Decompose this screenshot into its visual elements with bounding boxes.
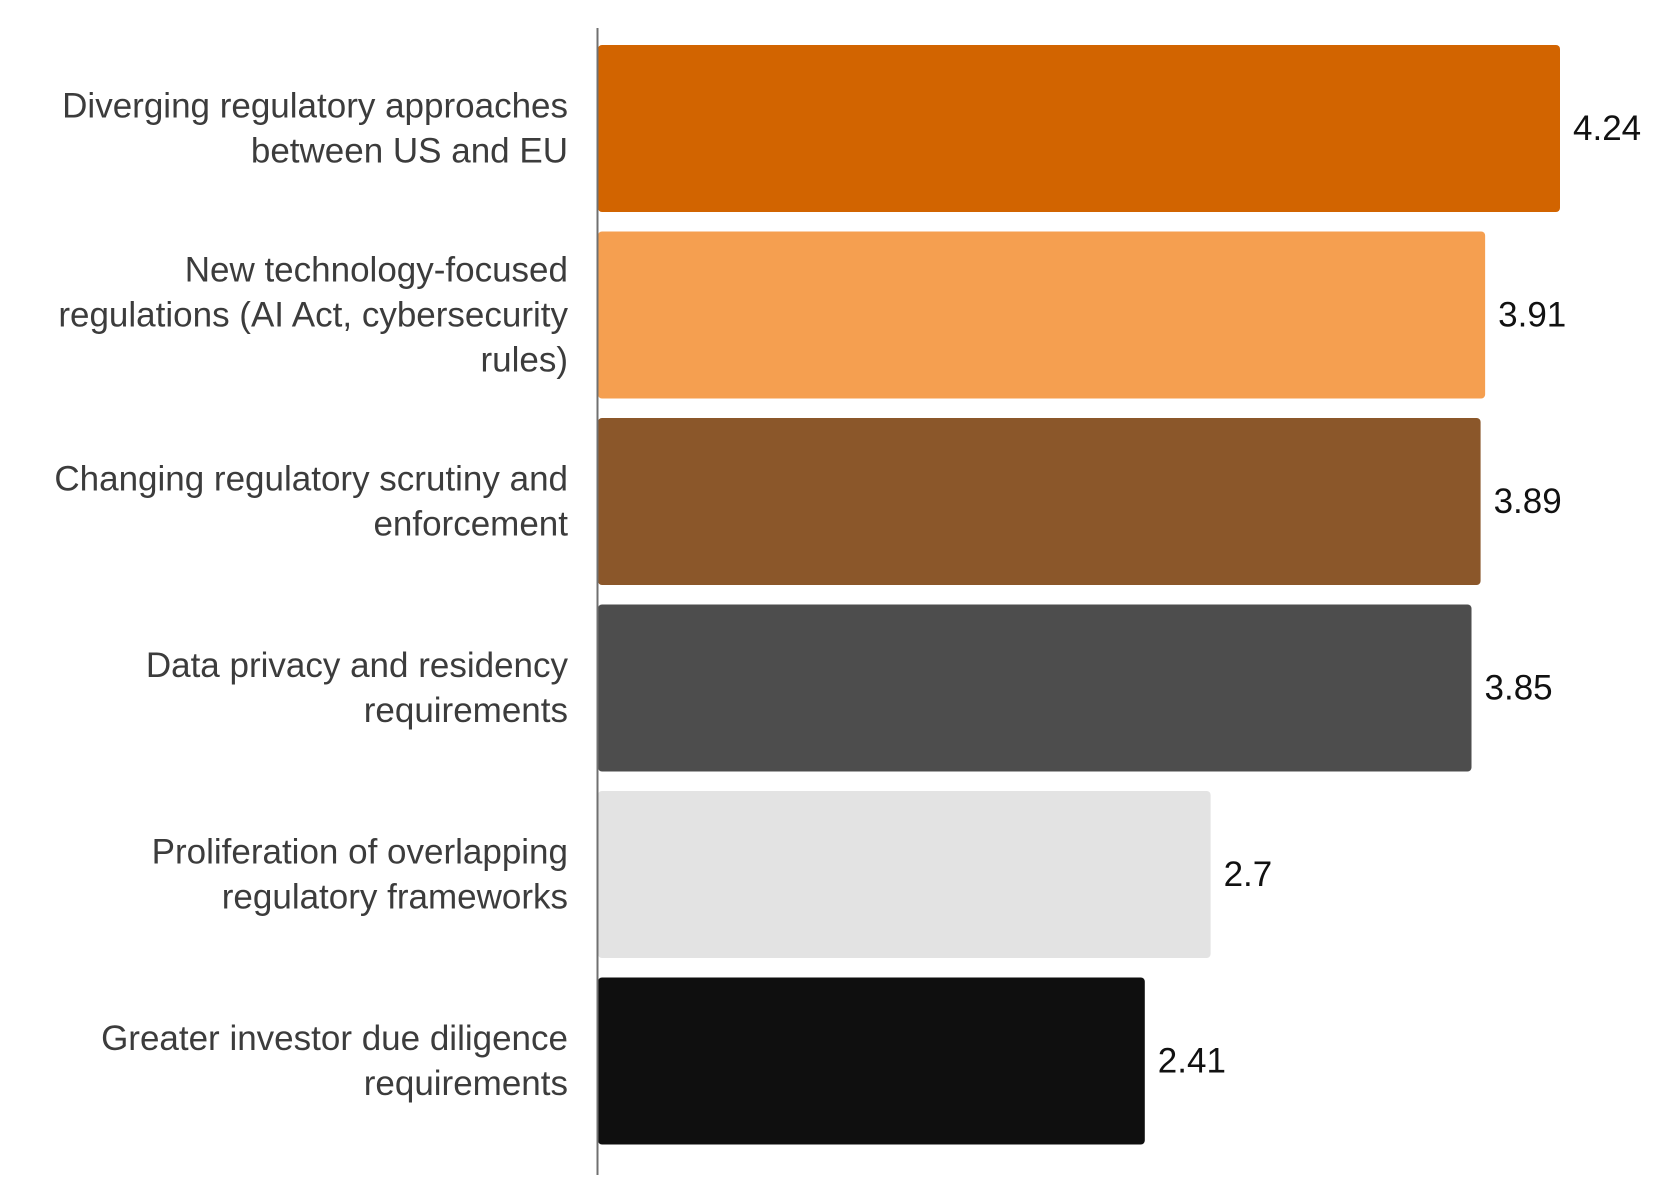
category-label-1: Diverging regulatory approaches between U… — [62, 87, 568, 171]
category-label-line: requirements — [364, 1064, 568, 1103]
category-label-5: Proliferation of overlapping regulatory f… — [152, 833, 568, 917]
bar-1 — [598, 45, 1560, 212]
value-label-3: 3.89 — [1494, 482, 1562, 521]
value-label-2: 3.91 — [1498, 296, 1566, 335]
category-label-line: requirements — [364, 691, 568, 730]
category-label-line: Data privacy and residency — [146, 646, 569, 685]
category-label-line: regulations (AI Act, cybersecurity — [58, 296, 568, 335]
bar-4 — [598, 604, 1472, 772]
category-label-line: Changing regulatory scrutiny and — [54, 460, 568, 499]
category-label-line: between US and EU — [251, 132, 568, 171]
category-label-6: Greater investor due diligence requiremen… — [101, 1019, 568, 1103]
value-label-6: 2.41 — [1158, 1042, 1226, 1081]
bar-6 — [598, 977, 1145, 1145]
category-label-line: regulatory frameworks — [222, 878, 568, 917]
bar-5 — [598, 791, 1211, 958]
value-label-4: 3.85 — [1485, 669, 1553, 708]
category-label-line: Greater investor due diligence — [101, 1019, 568, 1058]
category-label-line: enforcement — [373, 505, 568, 544]
category-label-line: Proliferation of overlapping — [152, 833, 568, 872]
value-label-5: 2.7 — [1224, 855, 1273, 894]
category-label-line: Diverging regulatory approaches — [62, 87, 568, 126]
category-label-line: New technology-focused — [185, 251, 568, 290]
category-label-line: rules) — [480, 341, 568, 380]
category-label-3: Changing regulatory scrutiny and enforcem… — [54, 460, 568, 544]
category-label-2: New technology-focused regulations (AI Ac… — [58, 251, 568, 380]
value-label-1: 4.24 — [1573, 109, 1641, 148]
bar-2 — [598, 231, 1486, 399]
category-label-4: Data privacy and residency requirements — [146, 646, 569, 730]
bar-3 — [598, 418, 1481, 585]
